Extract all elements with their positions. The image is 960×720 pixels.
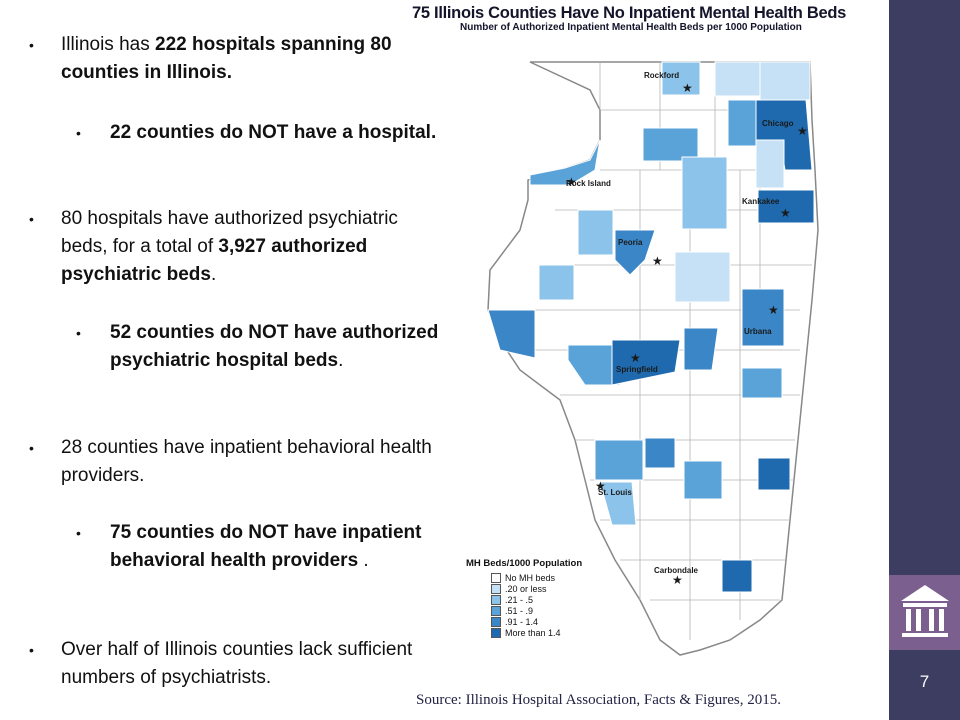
city-label: Chicago bbox=[762, 119, 794, 128]
bullet-dot-icon: • bbox=[29, 37, 34, 53]
city-label: Kankakee bbox=[742, 197, 780, 206]
legend-title: MH Beds/1000 Population bbox=[466, 558, 583, 569]
city-label: St. Louis bbox=[598, 488, 632, 497]
city-star-icon: ★ bbox=[780, 206, 791, 220]
legend-swatch bbox=[491, 616, 501, 627]
source-citation: Source: Illinois Hospital Association, F… bbox=[416, 692, 781, 708]
map-legend: MH Beds/1000 Population No MH beds .20 o… bbox=[466, 558, 582, 638]
bullet-text: 80 hospitals have authorized psychiatric… bbox=[61, 208, 398, 285]
city-markers: ★ ★ ★ ★ ★ ★ ★ ★ ★ bbox=[566, 81, 808, 587]
city-labels: Rockford Chicago Rock Island Kankakee Pe… bbox=[566, 71, 794, 575]
slide-number: 7 bbox=[919, 672, 930, 691]
city-star-icon: ★ bbox=[566, 175, 577, 189]
illinois-map-svg: ★ ★ ★ ★ ★ ★ ★ ★ ★ Rockford Chicago Rock … bbox=[487, 61, 819, 656]
city-label: Urbana bbox=[744, 327, 772, 336]
bullet-dot-icon: • bbox=[76, 325, 81, 341]
city-label: Carbondale bbox=[654, 566, 699, 575]
legend-swatch bbox=[491, 594, 501, 605]
city-label: Rockford bbox=[644, 71, 679, 80]
map-subtitle: Number of Authorized Inpatient Mental He… bbox=[460, 22, 802, 33]
legend-swatch bbox=[491, 605, 501, 616]
bullet-dot-icon: • bbox=[29, 642, 34, 658]
shaded-counties bbox=[487, 61, 815, 593]
legend-item: More than 1.4 bbox=[491, 627, 582, 638]
bullet-text: 75 counties do NOT have inpatient behavi… bbox=[110, 522, 422, 571]
institution-building-icon bbox=[901, 585, 949, 637]
legend-item: No MH beds bbox=[491, 572, 582, 583]
city-label: Rock Island bbox=[566, 179, 611, 188]
bullet-text: 52 counties do NOT have authorized psych… bbox=[110, 322, 439, 371]
city-star-icon: ★ bbox=[595, 479, 606, 493]
bullet-dot-icon: • bbox=[76, 525, 81, 541]
city-star-icon: ★ bbox=[768, 303, 779, 317]
city-star-icon: ★ bbox=[652, 254, 663, 268]
legend-swatch bbox=[491, 627, 501, 638]
city-label: Springfield bbox=[616, 365, 658, 374]
bullet-dot-icon: • bbox=[29, 440, 34, 456]
city-star-icon: ★ bbox=[630, 351, 641, 365]
bullet-dot-icon: • bbox=[29, 211, 34, 227]
legend-item: .51 - .9 bbox=[491, 605, 582, 616]
illinois-county-map: ★ ★ ★ ★ ★ ★ ★ ★ ★ Rockford Chicago Rock … bbox=[440, 40, 885, 675]
legend-item: .21 - .5 bbox=[491, 594, 582, 605]
bullet-text: 28 counties have inpatient behavioral he… bbox=[61, 437, 432, 486]
bullet-text: 22 counties do NOT have a hospital. bbox=[110, 122, 437, 143]
city-label: Peoria bbox=[618, 238, 643, 247]
legend-item: .91 - 1.4 bbox=[491, 616, 582, 627]
city-star-icon: ★ bbox=[682, 81, 693, 95]
bullet-text: Illinois has 222 hospitals spanning 80 c… bbox=[61, 34, 392, 83]
logo-box bbox=[889, 575, 960, 650]
legend-swatch bbox=[491, 572, 501, 583]
city-star-icon: ★ bbox=[672, 573, 683, 587]
city-star-icon: ★ bbox=[797, 124, 808, 138]
bullet-dot-icon: • bbox=[76, 125, 81, 141]
legend-swatch bbox=[491, 583, 501, 594]
legend-item: .20 or less bbox=[491, 583, 582, 594]
bullet-text: Over half of Illinois counties lack suff… bbox=[61, 639, 413, 688]
map-title: 75 Illinois Counties Have No Inpatient M… bbox=[412, 4, 846, 22]
